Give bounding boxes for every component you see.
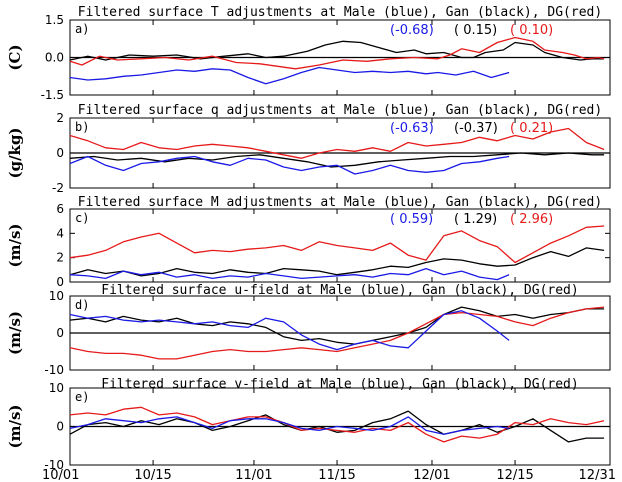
mean-annotation-dg: ( 0.10) [510,23,553,38]
series-line-gan [69,306,605,345]
series-line-male [69,155,510,175]
series-line-male [69,310,510,351]
panel-letter-0: a) [75,22,89,36]
x-tick-label: 12/31 [579,468,616,482]
series-line-dg [69,406,605,443]
series-line-dg [69,306,605,360]
x-tick-label: 10/01 [42,468,79,482]
panel-title-1: Filtered surface q adjustments at Male (… [78,103,602,118]
y-tick-label: 0 [56,326,64,340]
panel-title-0: Filtered surface T adjustments at Male (… [78,5,602,20]
y-tick-label: 2 [56,111,64,125]
series-line-gan [69,40,605,61]
panel-title-3: Filtered surface u-field at Male (blue),… [101,283,578,298]
mean-annotation-gan: ( 1.29) [454,212,497,227]
x-tick-label: 12/01 [413,468,450,482]
y-tick-label: 10 [49,381,64,395]
panel-title-4: Filtered surface v-field at Male (blue),… [101,377,578,392]
y-tick-label: -2 [52,181,64,195]
panel-letter-1: b) [75,120,89,134]
mean-annotation-gan: ( 0.15) [454,23,497,38]
series-line-gan [69,247,605,277]
y-axis-label-1: (g/kg) [6,127,24,178]
x-tick-label: 11/15 [318,468,355,482]
x-tick-label: 10/15 [134,468,171,482]
series-line-dg [69,127,605,159]
y-axis-label-3: (m/s) [6,311,24,355]
y-tick-label: 0 [56,420,64,434]
y-tick-label: 0.0 [45,51,64,65]
series-line-male [69,416,510,435]
y-tick-label: -1.5 [41,88,64,102]
series-line-dg [69,225,605,264]
series-line-male [69,267,510,281]
y-axis-label-4: (m/s) [6,405,24,449]
y-tick-label: 6 [56,202,64,216]
y-tick-label: 4 [56,226,64,240]
mean-annotation-male: ( 0.59) [390,212,433,227]
series-line-dg [69,36,605,70]
mean-annotation-dg: ( 2.96) [510,212,553,227]
y-tick-label: 10 [49,289,64,303]
y-tick-label: 1.5 [45,13,64,27]
mean-annotation-gan: (-0.37) [454,121,498,136]
panel-letter-2: c) [75,211,89,225]
y-tick-label: 2 [56,251,64,265]
y-axis-label-2: (m/s) [6,224,24,268]
x-tick-label: 11/01 [235,468,272,482]
mean-annotation-male: (-0.63) [390,121,434,136]
plot-frame-2 [69,208,611,283]
mean-annotation-dg: ( 0.21) [510,121,553,136]
y-axis-label-0: (C) [6,44,24,70]
y-tick-label: -10 [44,458,64,472]
panel-letter-3: d) [75,298,89,312]
x-tick-label: 12/15 [496,468,533,482]
series-line-gan [69,410,605,443]
mean-annotation-male: (-0.68) [390,23,434,38]
panel-letter-4: e) [75,390,89,404]
y-tick-label: -10 [44,363,64,377]
panel-title-2: Filtered surface M adjustments at Male (… [78,195,602,210]
series-line-male [69,66,510,85]
y-tick-label: 0 [56,146,64,160]
y-tick-label: 0 [56,275,64,289]
